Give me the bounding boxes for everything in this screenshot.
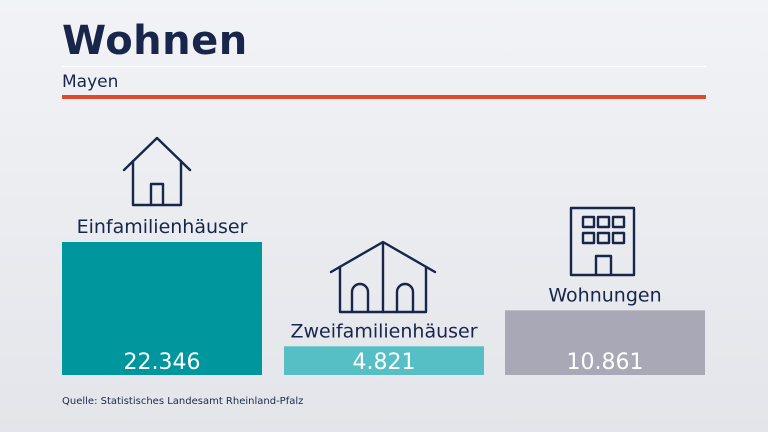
house-icon — [122, 136, 192, 207]
page-subtitle: Mayen — [62, 72, 119, 92]
value-label-einfamilienhaeuser: 22.346 — [124, 350, 201, 375]
category-label-zweifamilienhaeuser: Zweifamilienhäuser — [290, 320, 477, 342]
value-label-zweifamilienhaeuser: 4.821 — [353, 350, 416, 375]
bar-einfamilienhaeuser — [62, 242, 262, 375]
value-label-wohnungen: 10.861 — [567, 350, 644, 375]
category-label-wohnungen: Wohnungen — [548, 284, 661, 306]
title-divider — [62, 66, 706, 67]
duplex-house-icon — [329, 240, 437, 314]
category-label-einfamilienhaeuser: Einfamilienhäuser — [77, 216, 248, 238]
bar-wohnungen — [505, 310, 705, 375]
bar-zweifamilienhaeuser — [284, 346, 484, 375]
source-note: Quelle: Statistisches Landesamt Rheinlan… — [62, 396, 304, 407]
accent-divider — [62, 95, 706, 99]
page-title: Wohnen — [62, 18, 248, 64]
apartment-building-icon — [569, 206, 636, 277]
